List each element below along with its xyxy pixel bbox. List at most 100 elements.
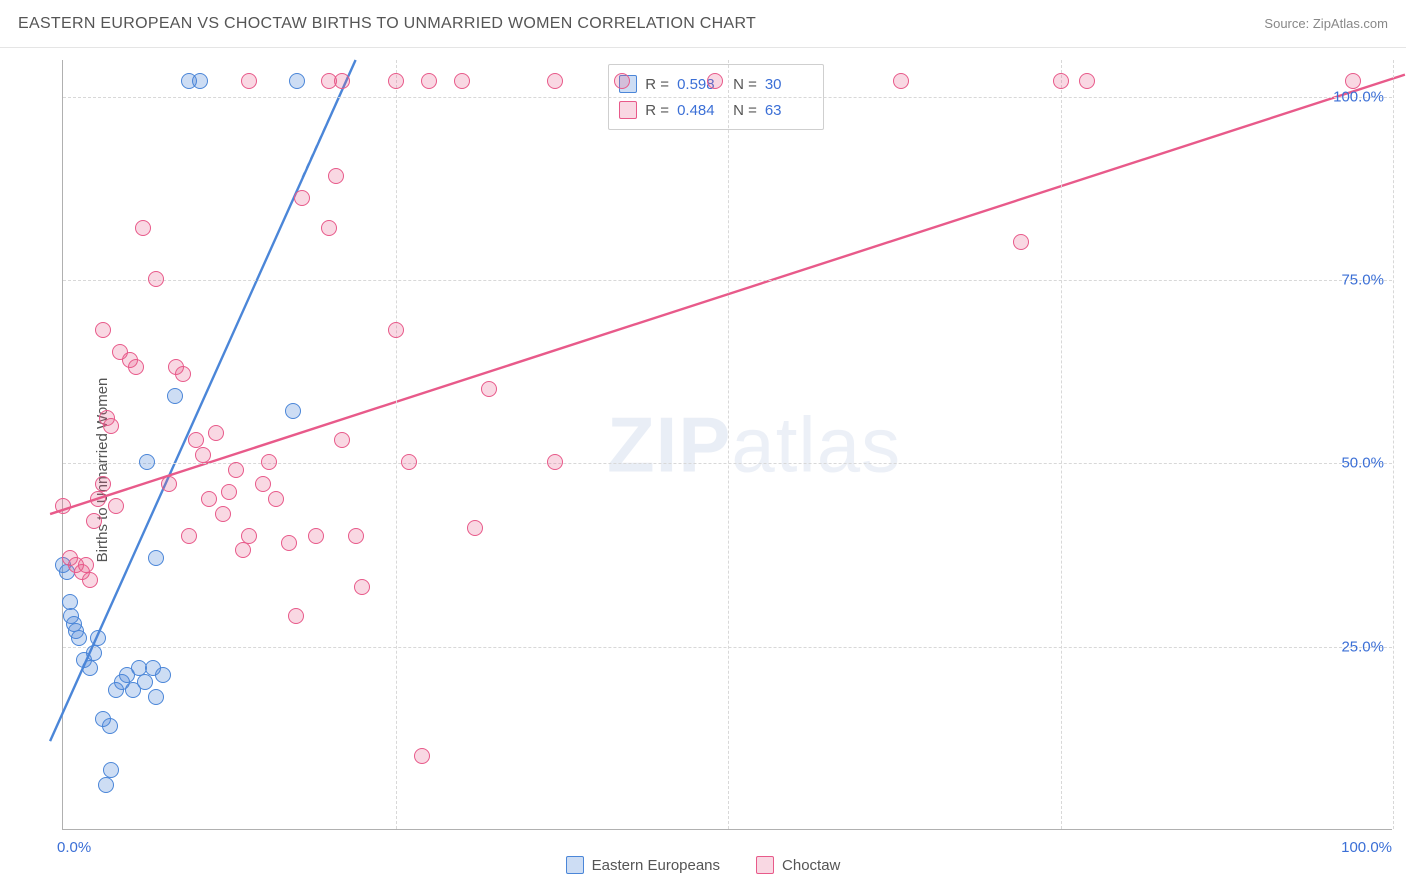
data-point	[62, 594, 78, 610]
data-point	[175, 366, 191, 382]
series-legend: Eastern Europeans Choctaw	[0, 856, 1406, 874]
data-point	[707, 73, 723, 89]
legend-item: Choctaw	[756, 856, 840, 874]
legend-label: Eastern Europeans	[592, 857, 720, 874]
data-point	[131, 660, 147, 676]
gridline-v	[728, 60, 729, 829]
data-point	[215, 506, 231, 522]
data-point	[108, 498, 124, 514]
watermark: ZIPatlas	[607, 399, 901, 490]
data-point	[103, 418, 119, 434]
source-label: Source:	[1264, 16, 1309, 31]
data-point	[148, 550, 164, 566]
data-point	[893, 73, 909, 89]
data-point	[90, 630, 106, 646]
data-point	[421, 73, 437, 89]
data-point	[188, 432, 204, 448]
gridline-v	[396, 60, 397, 829]
plot-wrap: Births to Unmarried Women ZIPatlas R =0.…	[0, 48, 1406, 892]
plot-area: ZIPatlas R =0.598N =30R =0.484N =63 25.0…	[62, 60, 1392, 830]
data-point	[328, 168, 344, 184]
data-point	[98, 777, 114, 793]
data-point	[148, 689, 164, 705]
data-point	[388, 322, 404, 338]
stat-row: R = 0.484 N = 63	[619, 97, 813, 123]
data-point	[261, 454, 277, 470]
data-point	[1053, 73, 1069, 89]
y-tick-label: 100.0%	[1333, 88, 1384, 105]
data-point	[82, 660, 98, 676]
data-point	[288, 608, 304, 624]
data-point	[321, 220, 337, 236]
data-point	[221, 484, 237, 500]
data-point	[1345, 73, 1361, 89]
series-swatch	[619, 101, 637, 119]
watermark-light: atlas	[731, 400, 901, 488]
data-point	[95, 322, 111, 338]
stat-n-label: N =	[733, 102, 757, 119]
data-point	[308, 528, 324, 544]
data-point	[334, 73, 350, 89]
data-point	[354, 579, 370, 595]
data-point	[401, 454, 417, 470]
data-point	[78, 557, 94, 573]
stat-r-value: 0.484	[677, 102, 725, 119]
data-point	[95, 476, 111, 492]
data-point	[155, 667, 171, 683]
data-point	[467, 520, 483, 536]
y-tick-label: 75.0%	[1341, 272, 1384, 289]
stat-n-value: 63	[765, 102, 813, 119]
data-point	[388, 73, 404, 89]
data-point	[201, 491, 217, 507]
data-point	[128, 359, 144, 375]
gridline-v	[1061, 60, 1062, 829]
stat-n-label: N =	[733, 76, 757, 93]
data-point	[195, 447, 211, 463]
stat-r-label: R =	[645, 76, 669, 93]
stat-r-label: R =	[645, 102, 669, 119]
data-point	[285, 403, 301, 419]
data-point	[167, 388, 183, 404]
x-tick-label: 0.0%	[57, 829, 91, 856]
data-point	[228, 462, 244, 478]
data-point	[208, 425, 224, 441]
data-point	[241, 528, 257, 544]
data-point	[90, 491, 106, 507]
data-point	[192, 73, 208, 89]
data-point	[86, 645, 102, 661]
chart-header: EASTERN EUROPEAN VS CHOCTAW BIRTHS TO UN…	[0, 0, 1406, 48]
y-tick-label: 50.0%	[1341, 455, 1384, 472]
data-point	[241, 73, 257, 89]
data-point	[135, 220, 151, 236]
data-point	[348, 528, 364, 544]
data-point	[139, 454, 155, 470]
data-point	[334, 432, 350, 448]
legend-swatch	[756, 856, 774, 874]
legend-swatch	[566, 856, 584, 874]
data-point	[614, 73, 630, 89]
data-point	[71, 630, 87, 646]
stat-n-value: 30	[765, 76, 813, 93]
data-point	[414, 748, 430, 764]
legend-item: Eastern Europeans	[566, 856, 720, 874]
data-point	[547, 454, 563, 470]
data-point	[102, 718, 118, 734]
data-point	[268, 491, 284, 507]
data-point	[55, 498, 71, 514]
data-point	[1013, 234, 1029, 250]
data-point	[255, 476, 271, 492]
data-point	[137, 674, 153, 690]
watermark-bold: ZIP	[607, 400, 731, 488]
data-point	[86, 513, 102, 529]
source-link[interactable]: ZipAtlas.com	[1313, 16, 1388, 31]
data-point	[454, 73, 470, 89]
data-point	[161, 476, 177, 492]
data-point	[547, 73, 563, 89]
data-point	[481, 381, 497, 397]
data-point	[1079, 73, 1095, 89]
source-attribution: Source: ZipAtlas.com	[1264, 16, 1388, 31]
data-point	[281, 535, 297, 551]
x-tick-label: 100.0%	[1341, 829, 1392, 856]
data-point	[181, 528, 197, 544]
data-point	[82, 572, 98, 588]
